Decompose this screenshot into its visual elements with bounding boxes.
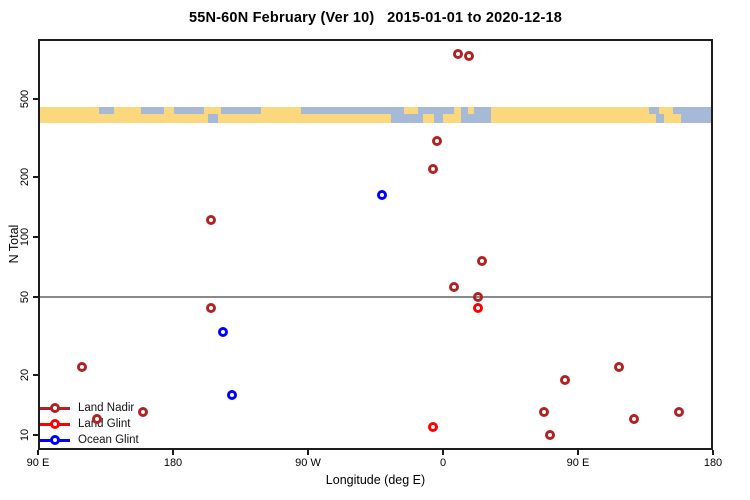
x-axis-title: Longitude (deg E): [325, 473, 426, 487]
data-point-land-nadir: [463, 51, 474, 62]
legend-marker-icon: [40, 419, 70, 429]
data-point-land-nadir: [544, 430, 555, 440]
x-axis-tick-label: 180: [703, 457, 723, 469]
map-strip-segment-land: [403, 106, 419, 115]
map-strip-segment-land: [164, 106, 175, 115]
y-axis-tick-label: 50: [19, 290, 31, 303]
map-strip-segment-ocean: [98, 106, 115, 115]
legend-item-land-nadir: Land Nadir: [40, 400, 139, 416]
x-axis-tick-label: 180: [163, 457, 183, 469]
map-strip-segment-land: [443, 114, 462, 123]
y-axis-tick: [33, 176, 38, 179]
map-strip-segment-ocean: [461, 114, 492, 123]
y-axis-title: N Total: [7, 224, 21, 264]
data-point-land-glint: [427, 421, 438, 432]
x-axis-tick-label: 90 W: [295, 457, 321, 469]
map-strip-segment-land: [663, 114, 682, 123]
y-axis-tick: [33, 295, 38, 298]
map-strip-segment-ocean: [434, 114, 444, 123]
data-point-land-nadir: [538, 407, 549, 418]
map-strip-segment-land: [453, 106, 462, 115]
data-point-land-nadir: [205, 214, 216, 225]
y-axis-tick-label: 10: [19, 428, 31, 442]
map-strip-segment-land: [659, 106, 674, 115]
data-point-land-nadir: [91, 414, 102, 425]
map-strip-segment-land: [490, 106, 650, 115]
data-point-land-glint: [472, 302, 483, 313]
legend-item-land-glint: Land Glint: [40, 416, 139, 432]
data-point-ocean-glint: [226, 389, 237, 400]
legend-item-label: Land Nadir: [78, 402, 135, 414]
y-axis-tick-label: 200: [19, 168, 31, 187]
x-axis-tick: [712, 450, 714, 455]
x-axis-tick: [307, 450, 309, 455]
y-axis-tick: [33, 374, 38, 377]
data-point-land-nadir: [477, 255, 487, 266]
data-point-land-nadir: [427, 164, 438, 175]
map-strip-segment-ocean: [673, 106, 714, 115]
y-axis-tick-label: 500: [19, 89, 31, 108]
map-strip-segment-ocean: [418, 106, 455, 115]
x-axis-tick: [442, 450, 444, 455]
x-axis-tick-label: 90 E: [566, 457, 590, 469]
map-strip-segment-ocean: [173, 106, 205, 115]
map-strip-segment-ocean: [140, 106, 165, 115]
map-strip-segment-ocean: [391, 114, 424, 123]
legend-marker-icon: [40, 403, 70, 413]
x-axis-tick: [172, 450, 174, 455]
data-point-land-nadir: [76, 362, 87, 373]
data-point-land-nadir: [559, 374, 570, 385]
data-point-ocean-glint: [217, 327, 228, 338]
x-axis-tick: [37, 450, 39, 455]
map-strip-segment-land: [113, 106, 142, 115]
data-point-land-nadir: [673, 407, 684, 418]
plot-border: [38, 39, 713, 450]
map-strip-segment-ocean: [648, 106, 660, 115]
map-strip-segment-ocean: [208, 114, 219, 123]
data-point-land-nadir: [138, 407, 148, 418]
map-strip-segment-land: [218, 114, 392, 123]
y-axis-tick: [33, 434, 38, 436]
legend-item-label: Ocean Glint: [78, 434, 139, 446]
map-strip-segment-land: [204, 106, 222, 115]
data-point-land-nadir: [448, 281, 459, 292]
map-strip-segment-land: [467, 106, 475, 115]
map-strip-segment-ocean: [461, 106, 469, 115]
y-axis-tick-label: 20: [19, 369, 31, 382]
data-point-land-nadir: [472, 291, 483, 302]
map-strip-segment-land: [260, 106, 302, 115]
map-strip-segment-ocean: [474, 106, 492, 115]
map-strip-segment-land: [38, 106, 100, 115]
x-axis-tick: [577, 450, 579, 455]
x-axis-tick-label: 0: [439, 457, 447, 469]
data-point-ocean-glint: [376, 189, 387, 200]
map-strip-segment-ocean: [301, 106, 405, 115]
map-strip-segment-ocean: [656, 114, 665, 123]
map-strip-segment-ocean: [680, 114, 714, 123]
map-strip-segment-land: [422, 114, 435, 123]
data-point-land-nadir: [432, 136, 442, 147]
map-strip-segment-land: [38, 114, 209, 123]
legend-marker-icon: [40, 435, 70, 445]
data-point-land-nadir: [205, 302, 216, 313]
reference-line-50: [38, 295, 713, 298]
y-axis-tick: [33, 97, 38, 100]
chart-title: 55N-60N February (Ver 10) 2015-01-01 to …: [188, 10, 563, 26]
map-strip-segment-land: [490, 114, 657, 123]
y-axis-tick: [33, 236, 38, 238]
legend-item-ocean-glint: Ocean Glint: [40, 432, 139, 448]
map-strip-segment-ocean: [220, 106, 262, 115]
data-point-land-nadir: [613, 362, 624, 373]
x-axis-tick-label: 90 E: [26, 457, 50, 469]
data-point-land-nadir: [453, 48, 463, 59]
data-point-land-nadir: [628, 414, 639, 425]
legend-item-label: Land Glint: [78, 418, 131, 430]
legend: Land Nadir Land Glint Ocean Glint: [40, 400, 139, 448]
